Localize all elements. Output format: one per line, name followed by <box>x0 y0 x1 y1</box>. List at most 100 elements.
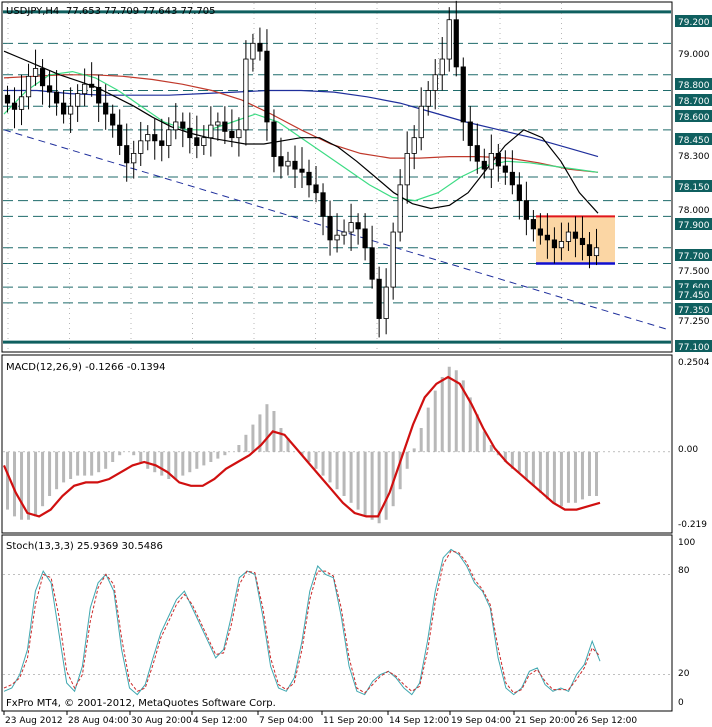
candle <box>579 216 586 261</box>
price-tick-label: 79.000 <box>678 50 710 60</box>
time-tick-label: 21 Sep 20:00 <box>515 716 575 726</box>
candle <box>110 104 116 138</box>
ohlc-readout: 77.653 77.709 77.643 77.705 <box>66 6 216 17</box>
price-tick-label: 77.500 <box>678 267 710 277</box>
candle <box>320 183 326 236</box>
macd-tick-label: 0.00 <box>678 445 698 455</box>
stoch-tick-label: 100 <box>678 538 695 548</box>
candle <box>271 109 277 173</box>
candle <box>39 59 46 105</box>
candle <box>180 112 186 148</box>
price-tick-label: 77.900 <box>678 221 710 231</box>
price-label-box <box>675 133 712 145</box>
candle <box>474 123 480 174</box>
price-label-box <box>675 180 712 192</box>
price-label-box <box>675 110 712 122</box>
candle <box>82 68 88 107</box>
candle <box>390 222 396 300</box>
candle <box>383 268 389 335</box>
candle <box>61 90 67 124</box>
candle <box>551 227 558 264</box>
candle <box>208 106 214 157</box>
candle <box>145 125 151 151</box>
candle <box>516 172 522 220</box>
candle <box>509 150 515 195</box>
candle <box>222 106 228 144</box>
candle <box>243 40 249 146</box>
price-tick-label: 78.800 <box>678 81 710 91</box>
price-label-box <box>675 288 712 300</box>
candle <box>278 137 284 179</box>
time-tick-label: 28 Aug 04:00 <box>68 716 129 726</box>
candle <box>502 150 508 185</box>
candle <box>481 148 487 179</box>
price-label-box <box>675 78 712 90</box>
time-tick-label: 7 Sep 04:00 <box>259 716 314 726</box>
candle <box>75 84 81 122</box>
candle <box>11 87 18 129</box>
symbol-label: USDJPY,H4 <box>6 6 59 17</box>
candle <box>334 213 340 253</box>
candle <box>187 112 193 154</box>
price-label-box <box>675 340 712 352</box>
candle <box>327 200 333 256</box>
price-tick-label: 78.150 <box>678 183 710 193</box>
candle <box>404 131 410 204</box>
candle <box>152 118 158 160</box>
price-label-box <box>675 15 712 27</box>
macd-panel: 0.2504 0.00 -0.219 <box>2 358 710 530</box>
stoch-panel-frame <box>1 534 673 712</box>
candle <box>131 140 137 179</box>
price-label-box <box>675 218 712 230</box>
time-tick-label: 4 Sep 12:00 <box>193 716 248 726</box>
candle <box>432 59 438 110</box>
candle <box>4 85 11 113</box>
stoch-tick-label: 0 <box>678 698 684 708</box>
candle <box>124 123 130 182</box>
price-tick-label: 78.000 <box>678 206 710 216</box>
candle <box>89 62 95 97</box>
price-panel: 79.200 79.000 78.800 78.700 78.600 78.450 78.3… <box>3 0 712 353</box>
price-tick-label: 78.700 <box>678 97 710 107</box>
candle <box>292 145 298 189</box>
candle <box>18 74 25 126</box>
price-tick-label: 77.450 <box>678 291 710 301</box>
candle <box>159 118 165 162</box>
candle <box>264 29 270 141</box>
trend-line <box>3 129 669 331</box>
candle <box>362 213 368 261</box>
stoch-main-line <box>3 548 601 696</box>
time-tick-label: 14 Sep 12:00 <box>389 716 449 726</box>
time-tick-label: 26 Sep 12:00 <box>577 716 637 726</box>
candle <box>411 125 417 170</box>
candle <box>418 87 424 151</box>
candle <box>460 57 466 141</box>
candle <box>530 210 536 242</box>
candle <box>250 33 256 72</box>
candle <box>341 219 347 245</box>
candle <box>425 81 431 116</box>
candle <box>117 109 123 155</box>
price-label-box <box>675 94 712 106</box>
candle <box>25 63 32 110</box>
candle <box>565 222 572 251</box>
candle <box>376 266 382 338</box>
candle <box>285 151 291 176</box>
candle <box>495 143 501 182</box>
candle <box>593 228 600 266</box>
candle <box>201 125 207 155</box>
candle <box>306 159 312 198</box>
price-label-box <box>675 249 712 261</box>
stoch-panel: 100 80 20 0 <box>3 538 695 708</box>
price-tick-label: 79.200 <box>678 18 710 28</box>
time-tick-label: 11 Sep 20:00 <box>323 716 383 726</box>
time-tick-label: 19 Sep 04:00 <box>451 716 511 726</box>
candle <box>32 49 39 86</box>
macd-title: MACD(12,26,9) -0.1266 -0.1394 <box>6 362 166 373</box>
candle <box>348 203 354 251</box>
price-tick-label: 77.350 <box>678 306 710 316</box>
candle <box>53 70 60 116</box>
candle <box>68 87 74 133</box>
